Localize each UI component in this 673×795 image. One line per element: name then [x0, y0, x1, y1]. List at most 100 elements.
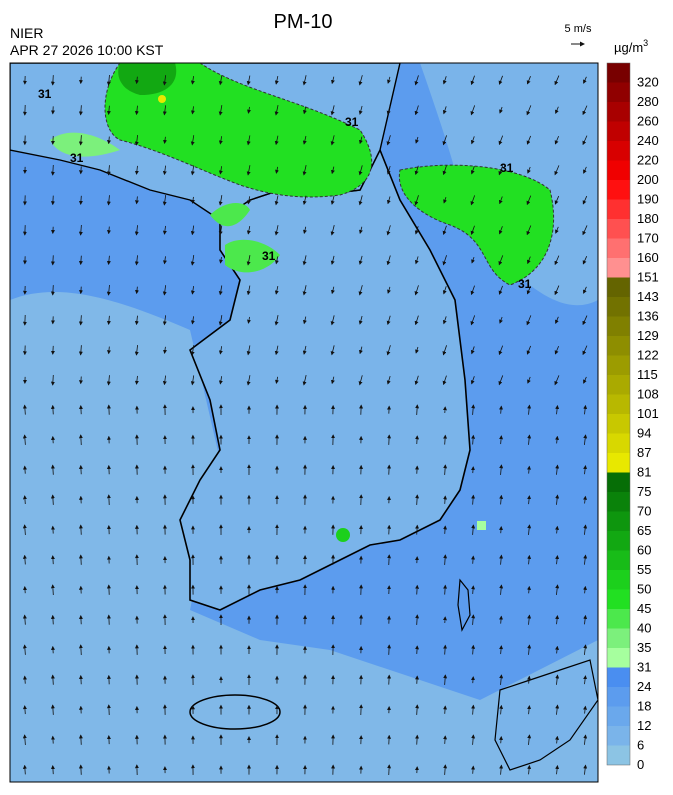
wind-arrow: [555, 525, 560, 534]
wind-arrow: [386, 255, 391, 266]
wind-arrow: [386, 375, 391, 385]
wind-arrow: [134, 165, 139, 175]
unit: µg/m3: [614, 38, 648, 55]
wind-arrow: [22, 434, 27, 445]
wind-arrow: [554, 375, 560, 386]
wind-arrow: [414, 315, 419, 326]
wind-arrow: [415, 404, 420, 415]
colorbar-label: 122: [637, 348, 659, 363]
wind-arrow: [22, 675, 27, 684]
wind-arrow: [555, 554, 560, 565]
wind-arrow: [554, 75, 560, 86]
wind-arrow: [582, 135, 588, 146]
colorbar-label: 81: [637, 465, 651, 480]
wind-arrow: [499, 674, 504, 686]
wind-arrow: [442, 316, 447, 325]
contour-label: 31: [345, 115, 359, 129]
wind-arrow: [554, 195, 560, 205]
colorbar-segment: [607, 219, 630, 239]
wind-arrow: [582, 225, 588, 236]
wind-arrow: [218, 346, 223, 355]
colorbar-label: 60: [637, 543, 651, 558]
wind-arrow: [135, 286, 139, 295]
japan: [494, 659, 598, 771]
wind-arrow: [415, 524, 420, 535]
wind-arrow: [78, 135, 83, 146]
wind-arrow: [330, 135, 335, 146]
wind-arrow: [498, 196, 503, 205]
wind-arrow: [78, 166, 83, 175]
wind-arrow: [274, 75, 279, 85]
wind-arrow: [582, 105, 588, 116]
wind-arrow: [50, 164, 55, 176]
colorbar-label: 170: [637, 231, 659, 246]
wind-arrow: [358, 105, 363, 115]
colorbar-segment: [607, 472, 630, 492]
wind-arrow: [50, 285, 55, 296]
colorbar-label: 65: [637, 523, 651, 538]
wind-arrow: [583, 734, 588, 745]
colorbar-segment: [607, 160, 630, 180]
wind-arrow: [50, 374, 55, 386]
wind-arrow: [302, 285, 307, 296]
wind-arrow: [526, 345, 531, 355]
wind-arrow: [499, 645, 504, 655]
wind-arrow: [554, 285, 560, 296]
wind-arrow: [499, 435, 504, 445]
wind-arrow: [443, 735, 448, 744]
wind-arrow: [190, 375, 195, 386]
wind-arrow: [583, 585, 588, 594]
colorbar-label: 0: [637, 757, 644, 772]
colorbar-segment: [607, 102, 630, 122]
wind-arrow: [190, 165, 195, 176]
colorbar-segment: [607, 63, 630, 83]
wind-arrow: [555, 645, 560, 654]
wind-arrow: [190, 345, 195, 356]
wind-arrow: [219, 256, 224, 264]
wind-arrow: [134, 375, 139, 385]
colorbar-label: 31: [637, 660, 651, 675]
wind-arrow: [218, 285, 223, 296]
wind-arrow: [134, 134, 139, 146]
wind-arrow: [583, 705, 588, 714]
wind-arrow: [443, 674, 448, 685]
wind-arrow: [471, 585, 476, 594]
wind-arrow: [526, 256, 531, 265]
wind-arrow: [498, 226, 503, 235]
colorbar-segment: [607, 121, 630, 141]
wind-arrow: [162, 195, 167, 206]
colorbar-label: 260: [637, 114, 659, 129]
wind-arrow: [471, 704, 476, 715]
wind-arrow: [471, 765, 476, 774]
colorbar-segment: [607, 570, 630, 590]
wind-arrow: [358, 315, 363, 325]
wind-arrow: [78, 524, 83, 535]
wind-arrow: [358, 195, 363, 206]
colorbar-segment: [607, 277, 630, 297]
wind-arrow: [414, 256, 419, 265]
wind-arrow: [471, 494, 476, 505]
wind-arrow: [470, 346, 475, 355]
colorbar-segment: [607, 141, 630, 161]
wind-arrow: [555, 494, 560, 505]
pm-blob: [158, 95, 166, 103]
pm-blob: [104, 63, 373, 198]
wind-arrow: [190, 255, 195, 266]
wind-arrow: [498, 375, 504, 386]
colorbar-label: 101: [637, 406, 659, 421]
wind-arrow: [134, 315, 139, 326]
wind-arrow: [78, 734, 83, 745]
wind-arrow: [106, 315, 111, 325]
wind-arrow: [443, 495, 448, 504]
wind-arrow: [386, 345, 391, 356]
wind-arrow: [163, 136, 167, 144]
wind-arrow: [414, 75, 419, 86]
wind-arrow: [358, 165, 363, 176]
colorbar-segment: [607, 609, 630, 629]
wind-arrow: [302, 255, 307, 266]
wind-arrow: [443, 464, 448, 475]
colorbar-label: 75: [637, 484, 651, 499]
island: [457, 578, 471, 632]
colorbar-label: 12: [637, 718, 651, 733]
wind-arrow: [527, 495, 532, 505]
